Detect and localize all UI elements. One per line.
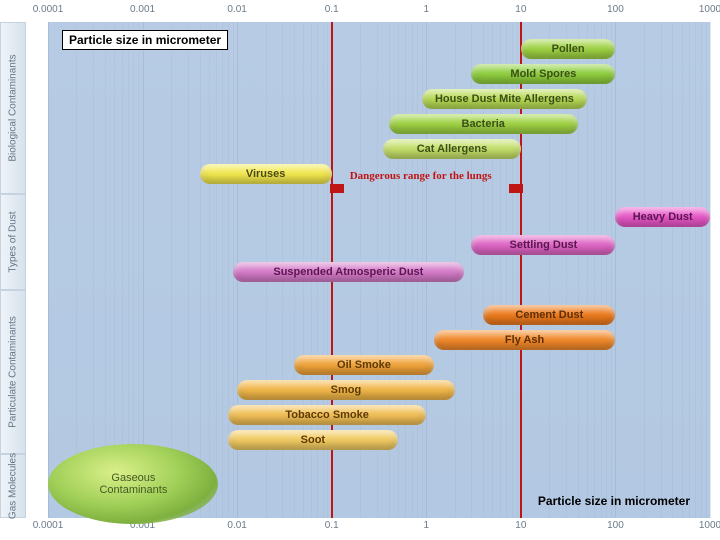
category-biological: Biological Contaminants bbox=[0, 22, 26, 194]
axis-tick-label: 10 bbox=[515, 520, 526, 531]
blob-gaseous: GaseousContaminants bbox=[48, 444, 218, 524]
axis-tick-label: 100 bbox=[607, 520, 624, 531]
bar-tobacco: Tobacco Smoke bbox=[228, 405, 426, 425]
danger-arrow-right bbox=[509, 184, 523, 193]
x-axis-top: 0.00010.0010.010.11101001000 bbox=[48, 4, 710, 20]
bar-catallergen: Cat Allergens bbox=[383, 139, 521, 159]
bar-cement: Cement Dust bbox=[483, 305, 615, 325]
axis-tick-label: 1000 bbox=[699, 520, 720, 531]
bar-oilsmoke: Oil Smoke bbox=[294, 355, 434, 375]
axis-tick-label: 1000 bbox=[699, 4, 720, 15]
bar-bacteria: Bacteria bbox=[389, 114, 578, 134]
axis-tick-label: 0.0001 bbox=[33, 520, 64, 531]
bar-settling: Settling Dust bbox=[471, 235, 615, 255]
title-bottom: Particle size in micrometer bbox=[538, 494, 690, 508]
bar-soot: Soot bbox=[228, 430, 398, 450]
axis-tick-label: 1 bbox=[424, 520, 430, 531]
bar-heavydust: Heavy Dust bbox=[615, 207, 710, 227]
bar-pollen: Pollen bbox=[521, 39, 616, 59]
axis-tick-label: 100 bbox=[607, 4, 624, 15]
axis-tick-label: 0.001 bbox=[130, 4, 155, 15]
axis-tick-label: 10 bbox=[515, 4, 526, 15]
category-particulate: Particulate Contaminants bbox=[0, 290, 26, 454]
bar-flyash: Fly Ash bbox=[434, 330, 616, 350]
axis-tick-label: 0.01 bbox=[227, 4, 246, 15]
axis-tick-label: 0.01 bbox=[227, 520, 246, 531]
axis-tick-label: 0.1 bbox=[325, 4, 339, 15]
bar-smog: Smog bbox=[237, 380, 455, 400]
category-dust: Types of Dust bbox=[0, 194, 26, 290]
category-gas: Gas Molecules bbox=[0, 454, 26, 518]
bar-mold: Mold Spores bbox=[471, 64, 615, 84]
title-top: Particle size in micrometer bbox=[62, 30, 228, 50]
plot-area: Dangerous range for the lungs Pollen Mold … bbox=[48, 22, 710, 518]
axis-tick-label: 1 bbox=[424, 4, 430, 15]
axis-tick-label: 0.1 bbox=[325, 520, 339, 531]
bar-viruses: Viruses bbox=[200, 164, 332, 184]
bar-suspended: Suspended Atmosperic Dust bbox=[233, 262, 464, 282]
bar-mite: House Dust Mite Allergens bbox=[422, 89, 587, 109]
danger-range-label: Dangerous range for the lungs bbox=[350, 170, 492, 182]
axis-tick-label: 0.0001 bbox=[33, 4, 64, 15]
category-strip: Biological ContaminantsTypes of DustPart… bbox=[0, 22, 26, 518]
particle-size-chart: 0.00010.0010.010.11101001000 0.00010.001… bbox=[0, 0, 720, 540]
danger-arrow-left bbox=[330, 184, 344, 193]
